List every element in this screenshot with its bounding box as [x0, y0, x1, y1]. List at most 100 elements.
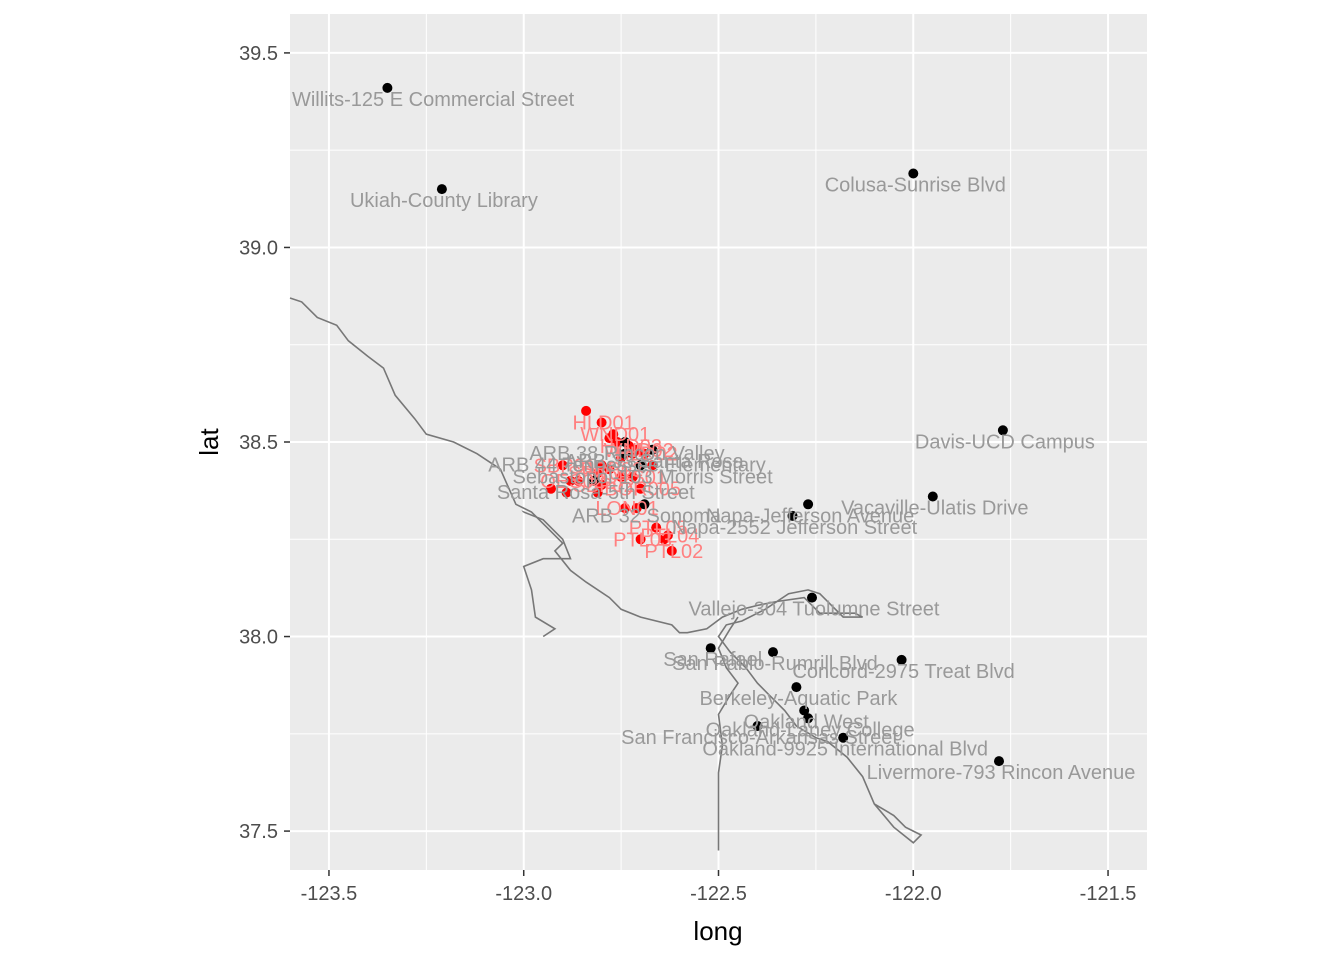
y-tick-label: 38.0: [239, 627, 278, 649]
fire-point: [546, 483, 556, 494]
monitor-label: Napa-2552 Jefferson Street: [672, 517, 918, 539]
monitor-point: [620, 437, 630, 447]
monitor-label: Berkeley-Aquatic Park: [699, 688, 898, 710]
coastline-outer: [289, 297, 923, 844]
monitor-label: Santa Rosa-5th Street: [497, 482, 695, 504]
y-axis: 37.5 38.0 38.5 39.0 39.5: [239, 43, 290, 843]
fire-label: SRP01: [568, 463, 631, 485]
fire-point: [581, 405, 592, 416]
monitor-label: ARB 33 Santa Rosa: [565, 451, 745, 473]
fire-label: PTL05: [629, 518, 688, 540]
monitor-label: Napa-Jefferson Avenue: [706, 505, 914, 527]
monitor-point: [803, 499, 814, 510]
monitor-label: ARB 38 Rincon Valley: [529, 443, 724, 465]
fire-point: [561, 487, 572, 498]
y-axis-title: lat: [194, 427, 224, 455]
monitor-label: Oakland West: [744, 712, 870, 734]
fire-point: [639, 448, 650, 459]
fire-label: BOR005: [604, 479, 681, 501]
fire-point: [596, 417, 607, 428]
fire-point: [631, 503, 642, 514]
x-tick-label: -123.0: [495, 883, 552, 905]
fire-label: SBP01: [534, 455, 596, 477]
map-layers: [289, 297, 923, 851]
fire-points-layer: [546, 405, 677, 556]
monitor-point: [705, 643, 716, 654]
fire-point: [616, 472, 627, 482]
monitor-point: [768, 647, 778, 658]
monitor-point: [803, 713, 814, 724]
monitor-label: Livermore-793 Rincon Avenue: [867, 762, 1136, 784]
y-tick-label: 39.0: [239, 237, 278, 259]
fire-label: LON01: [595, 498, 658, 520]
monitor-point: [896, 654, 907, 665]
fire-label: OES01: [603, 467, 667, 489]
monitor-label: Sebastopol-103 Morris Street: [513, 466, 774, 488]
monitor-label: Ukiah-County Library: [350, 190, 538, 212]
monitor-point: [927, 491, 938, 502]
monitor-points-layer: [382, 82, 1008, 767]
monitor-point: [807, 592, 817, 603]
fire-point: [604, 464, 615, 475]
fire-label: HLD03: [600, 436, 662, 458]
monitor-point: [752, 721, 763, 731]
fire-point: [596, 479, 607, 490]
fire-label: SRP02: [580, 459, 643, 481]
fire-point: [592, 487, 603, 498]
y-tick-label: 37.5: [239, 821, 278, 843]
fire-label: HLD02: [615, 444, 677, 466]
monitor-point: [787, 510, 798, 521]
fire-label: WND01: [580, 424, 650, 446]
major-gridlines: [290, 14, 1147, 870]
fire-point: [557, 460, 568, 471]
fire-label: SBP02: [572, 475, 634, 497]
x-tick-label: -123.5: [301, 883, 358, 905]
monitor-point: [997, 425, 1008, 436]
fire-point: [635, 483, 646, 494]
monitor-point: [791, 682, 802, 693]
x-axis-title: long: [693, 916, 742, 946]
x-tick-label: -122.5: [690, 883, 747, 905]
monitor-label: Oakland-Laney College: [706, 719, 915, 741]
y-tick-label: 38.5: [239, 432, 278, 454]
monitor-point: [647, 444, 658, 455]
y-tick-label: 39.5: [239, 43, 278, 65]
monitor-label: San Pablo-Rumrill Blvd: [672, 653, 878, 675]
monitor-label: San Rafael: [663, 649, 762, 671]
monitor-label: San Francisco-Arkansas Street: [621, 727, 898, 749]
fire-label: HLD01: [572, 413, 634, 435]
fire-point: [635, 534, 646, 545]
coastline-bay-east: [717, 616, 739, 851]
fire-point: [604, 433, 615, 444]
monitor-label: ARB 44 Tennessee Elementary: [488, 455, 766, 477]
fire-label: OES02: [540, 471, 604, 493]
monitor-label: Vallejo-304 Tuolumne Street: [689, 599, 940, 621]
fire-point: [612, 437, 623, 447]
x-tick-label: -121.5: [1080, 883, 1137, 905]
fire-point: [573, 475, 584, 486]
monitor-point: [799, 705, 810, 716]
monitor-point: [620, 448, 630, 459]
coastline-bay-west: [521, 510, 572, 638]
monitor-label: Concord-2975 Treat Blvd: [792, 661, 1014, 683]
fire-point: [565, 475, 576, 486]
monitor-point: [908, 168, 919, 179]
fire-point: [647, 460, 658, 471]
fire-point: [627, 472, 638, 482]
monitor-point: [588, 475, 599, 486]
fire-label: WND02: [604, 440, 674, 462]
monitor-point: [382, 82, 393, 93]
monitor-label: Colusa-Sunrise Blvd: [825, 175, 1006, 197]
fire-label: PTL04: [640, 525, 699, 547]
monitor-point: [635, 460, 646, 471]
monitor-label: Davis-UCD Campus: [915, 431, 1095, 453]
monitor-point: [838, 732, 849, 743]
fire-label: PTL02: [644, 541, 703, 563]
fire-point: [596, 460, 607, 471]
fire-point: [620, 503, 630, 514]
monitor-point: [639, 499, 650, 510]
fire-point: [651, 522, 662, 533]
fire-point: [666, 545, 677, 556]
